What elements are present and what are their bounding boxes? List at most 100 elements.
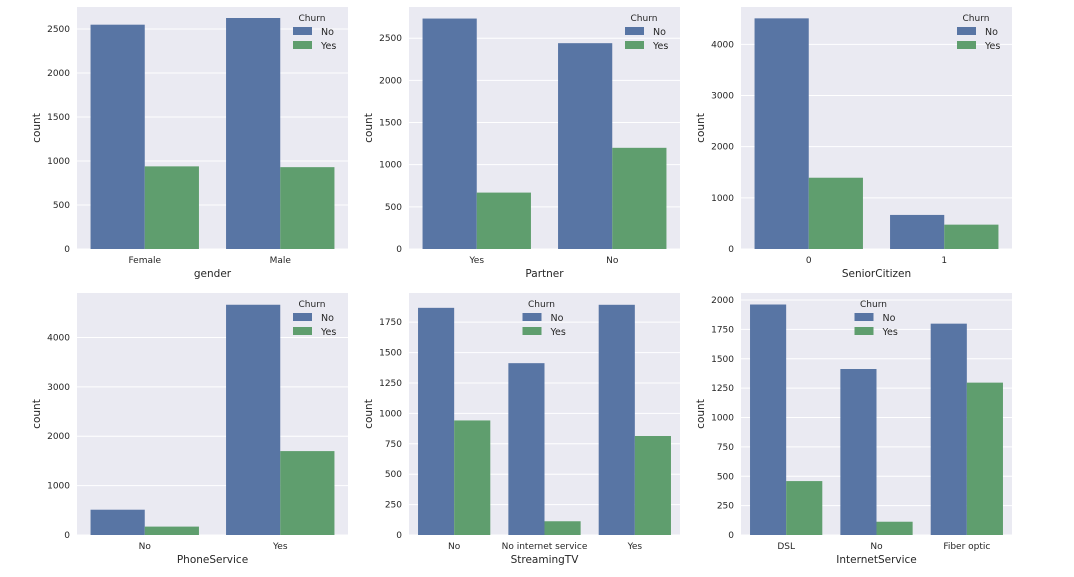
y-axis-label: count xyxy=(31,113,43,143)
y-tick-label: 2000 xyxy=(711,296,734,306)
bar-no xyxy=(840,369,877,535)
legend-swatch-yes xyxy=(854,327,874,335)
y-axis-label: count xyxy=(31,399,43,429)
x-tick-label: No xyxy=(870,542,883,552)
bar-yes xyxy=(944,224,999,249)
chart-panel-3: 0 1000 2000 3000 4000 0 1 SeniorCitizen count Chu… xyxy=(695,7,1012,280)
y-tick-label: 1500 xyxy=(379,119,402,129)
x-tick-label: No xyxy=(139,542,152,552)
y-tick-label: 1000 xyxy=(379,409,402,419)
y-tick-label: 4000 xyxy=(47,333,70,343)
x-tick-label: Male xyxy=(270,256,292,266)
legend-swatch-yes xyxy=(957,41,976,49)
y-tick-label: 0 xyxy=(64,531,70,541)
legend-swatch-no xyxy=(522,313,542,321)
legend: Churn No Yes xyxy=(957,14,1000,52)
y-tick-label: 1000 xyxy=(47,482,70,492)
y-tick-label: 1500 xyxy=(47,113,70,123)
y-tick-label: 1750 xyxy=(379,318,402,328)
y-tick-label: 1250 xyxy=(711,384,734,394)
legend-title: Churn xyxy=(299,300,326,310)
chart-panel-4: 0 1000 2000 3000 4000 No Yes PhoneService count C… xyxy=(31,293,348,566)
chart-panel-1: 0 500 1000 1500 2000 2500 Female Male gender coun… xyxy=(31,7,348,280)
y-tick-label: 500 xyxy=(385,470,402,480)
y-tick-label: 1500 xyxy=(379,349,402,359)
legend-swatch-yes xyxy=(293,327,312,335)
y-axis-label: count xyxy=(363,113,375,143)
bar-no xyxy=(90,24,145,249)
bar-no xyxy=(90,509,145,535)
bar-yes xyxy=(280,167,335,249)
legend-swatch-yes xyxy=(293,41,312,49)
x-tick-label: 0 xyxy=(806,256,812,266)
y-tick-label: 250 xyxy=(717,502,734,512)
x-axis-label: InternetService xyxy=(836,554,917,566)
legend-label-no: No xyxy=(321,313,334,324)
chart-panel-6: 0 250 500 750 1000 1250 1500 1750 2000 DSL No Fiber… xyxy=(695,293,1012,566)
bar-yes xyxy=(786,481,823,535)
legend-title: Churn xyxy=(528,300,555,310)
bar-no xyxy=(418,307,455,535)
x-tick-label: No xyxy=(606,256,619,266)
x-axis-label: StreamingTV xyxy=(511,554,580,566)
legend-label-yes: Yes xyxy=(984,41,1000,52)
bar-yes xyxy=(454,420,491,535)
y-tick-label: 2500 xyxy=(379,34,402,44)
legend-label-no: No xyxy=(883,313,896,324)
y-tick-label: 2500 xyxy=(47,25,70,35)
bar-no xyxy=(598,304,635,535)
legend-label-yes: Yes xyxy=(882,327,898,338)
x-tick-label: Yes xyxy=(272,542,288,552)
y-tick-label: 1000 xyxy=(711,194,734,204)
y-tick-label: 750 xyxy=(717,443,734,453)
legend-label-no: No xyxy=(653,27,666,38)
y-tick-label: 1250 xyxy=(379,379,402,389)
bar-yes xyxy=(634,436,671,535)
x-tick-label: No xyxy=(448,542,461,552)
x-axis-label: PhoneService xyxy=(177,554,248,566)
legend: Churn No Yes xyxy=(625,14,668,52)
legend-title: Churn xyxy=(860,300,887,310)
legend-title: Churn xyxy=(299,14,326,24)
legend-swatch-no xyxy=(625,27,644,35)
bar-no xyxy=(226,18,281,249)
x-tick-label: DSL xyxy=(777,542,795,552)
bar-no xyxy=(558,43,613,249)
legend-label-yes: Yes xyxy=(550,327,566,338)
x-tick-label: No internet service xyxy=(502,542,588,552)
y-tick-label: 1000 xyxy=(379,161,402,171)
y-tick-label: 1750 xyxy=(711,325,734,335)
legend-swatch-no xyxy=(293,27,312,35)
legend-label-no: No xyxy=(985,27,998,38)
legend: Churn No Yes xyxy=(293,14,336,52)
bar-yes xyxy=(476,192,531,249)
y-tick-label: 3000 xyxy=(47,383,70,393)
legend-label-yes: Yes xyxy=(652,41,668,52)
y-tick-label: 500 xyxy=(717,472,734,482)
legend-label-yes: Yes xyxy=(320,41,336,52)
y-tick-label: 2000 xyxy=(379,76,402,86)
legend-swatch-no xyxy=(293,313,312,321)
legend-swatch-no xyxy=(854,313,874,321)
y-axis-label: count xyxy=(363,399,375,429)
legend-label-no: No xyxy=(551,313,564,324)
y-axis-label: count xyxy=(695,113,707,143)
y-tick-label: 4000 xyxy=(711,40,734,50)
legend: Churn No Yes xyxy=(293,300,336,338)
y-tick-label: 0 xyxy=(64,245,70,255)
bar-no xyxy=(750,304,787,535)
bar-no xyxy=(508,363,545,535)
y-axis-label: count xyxy=(695,399,707,429)
bar-no xyxy=(422,18,477,250)
y-tick-label: 2000 xyxy=(47,69,70,79)
y-tick-label: 0 xyxy=(396,531,402,541)
bar-yes xyxy=(966,382,1003,535)
legend-label-yes: Yes xyxy=(320,327,336,338)
y-tick-label: 0 xyxy=(396,245,402,255)
y-tick-label: 2000 xyxy=(47,432,70,442)
y-tick-label: 1000 xyxy=(711,414,734,424)
bar-yes xyxy=(612,147,667,249)
legend: Churn No Yes xyxy=(854,300,898,338)
x-tick-label: Fiber optic xyxy=(943,542,990,552)
legend-swatch-yes xyxy=(522,327,542,335)
